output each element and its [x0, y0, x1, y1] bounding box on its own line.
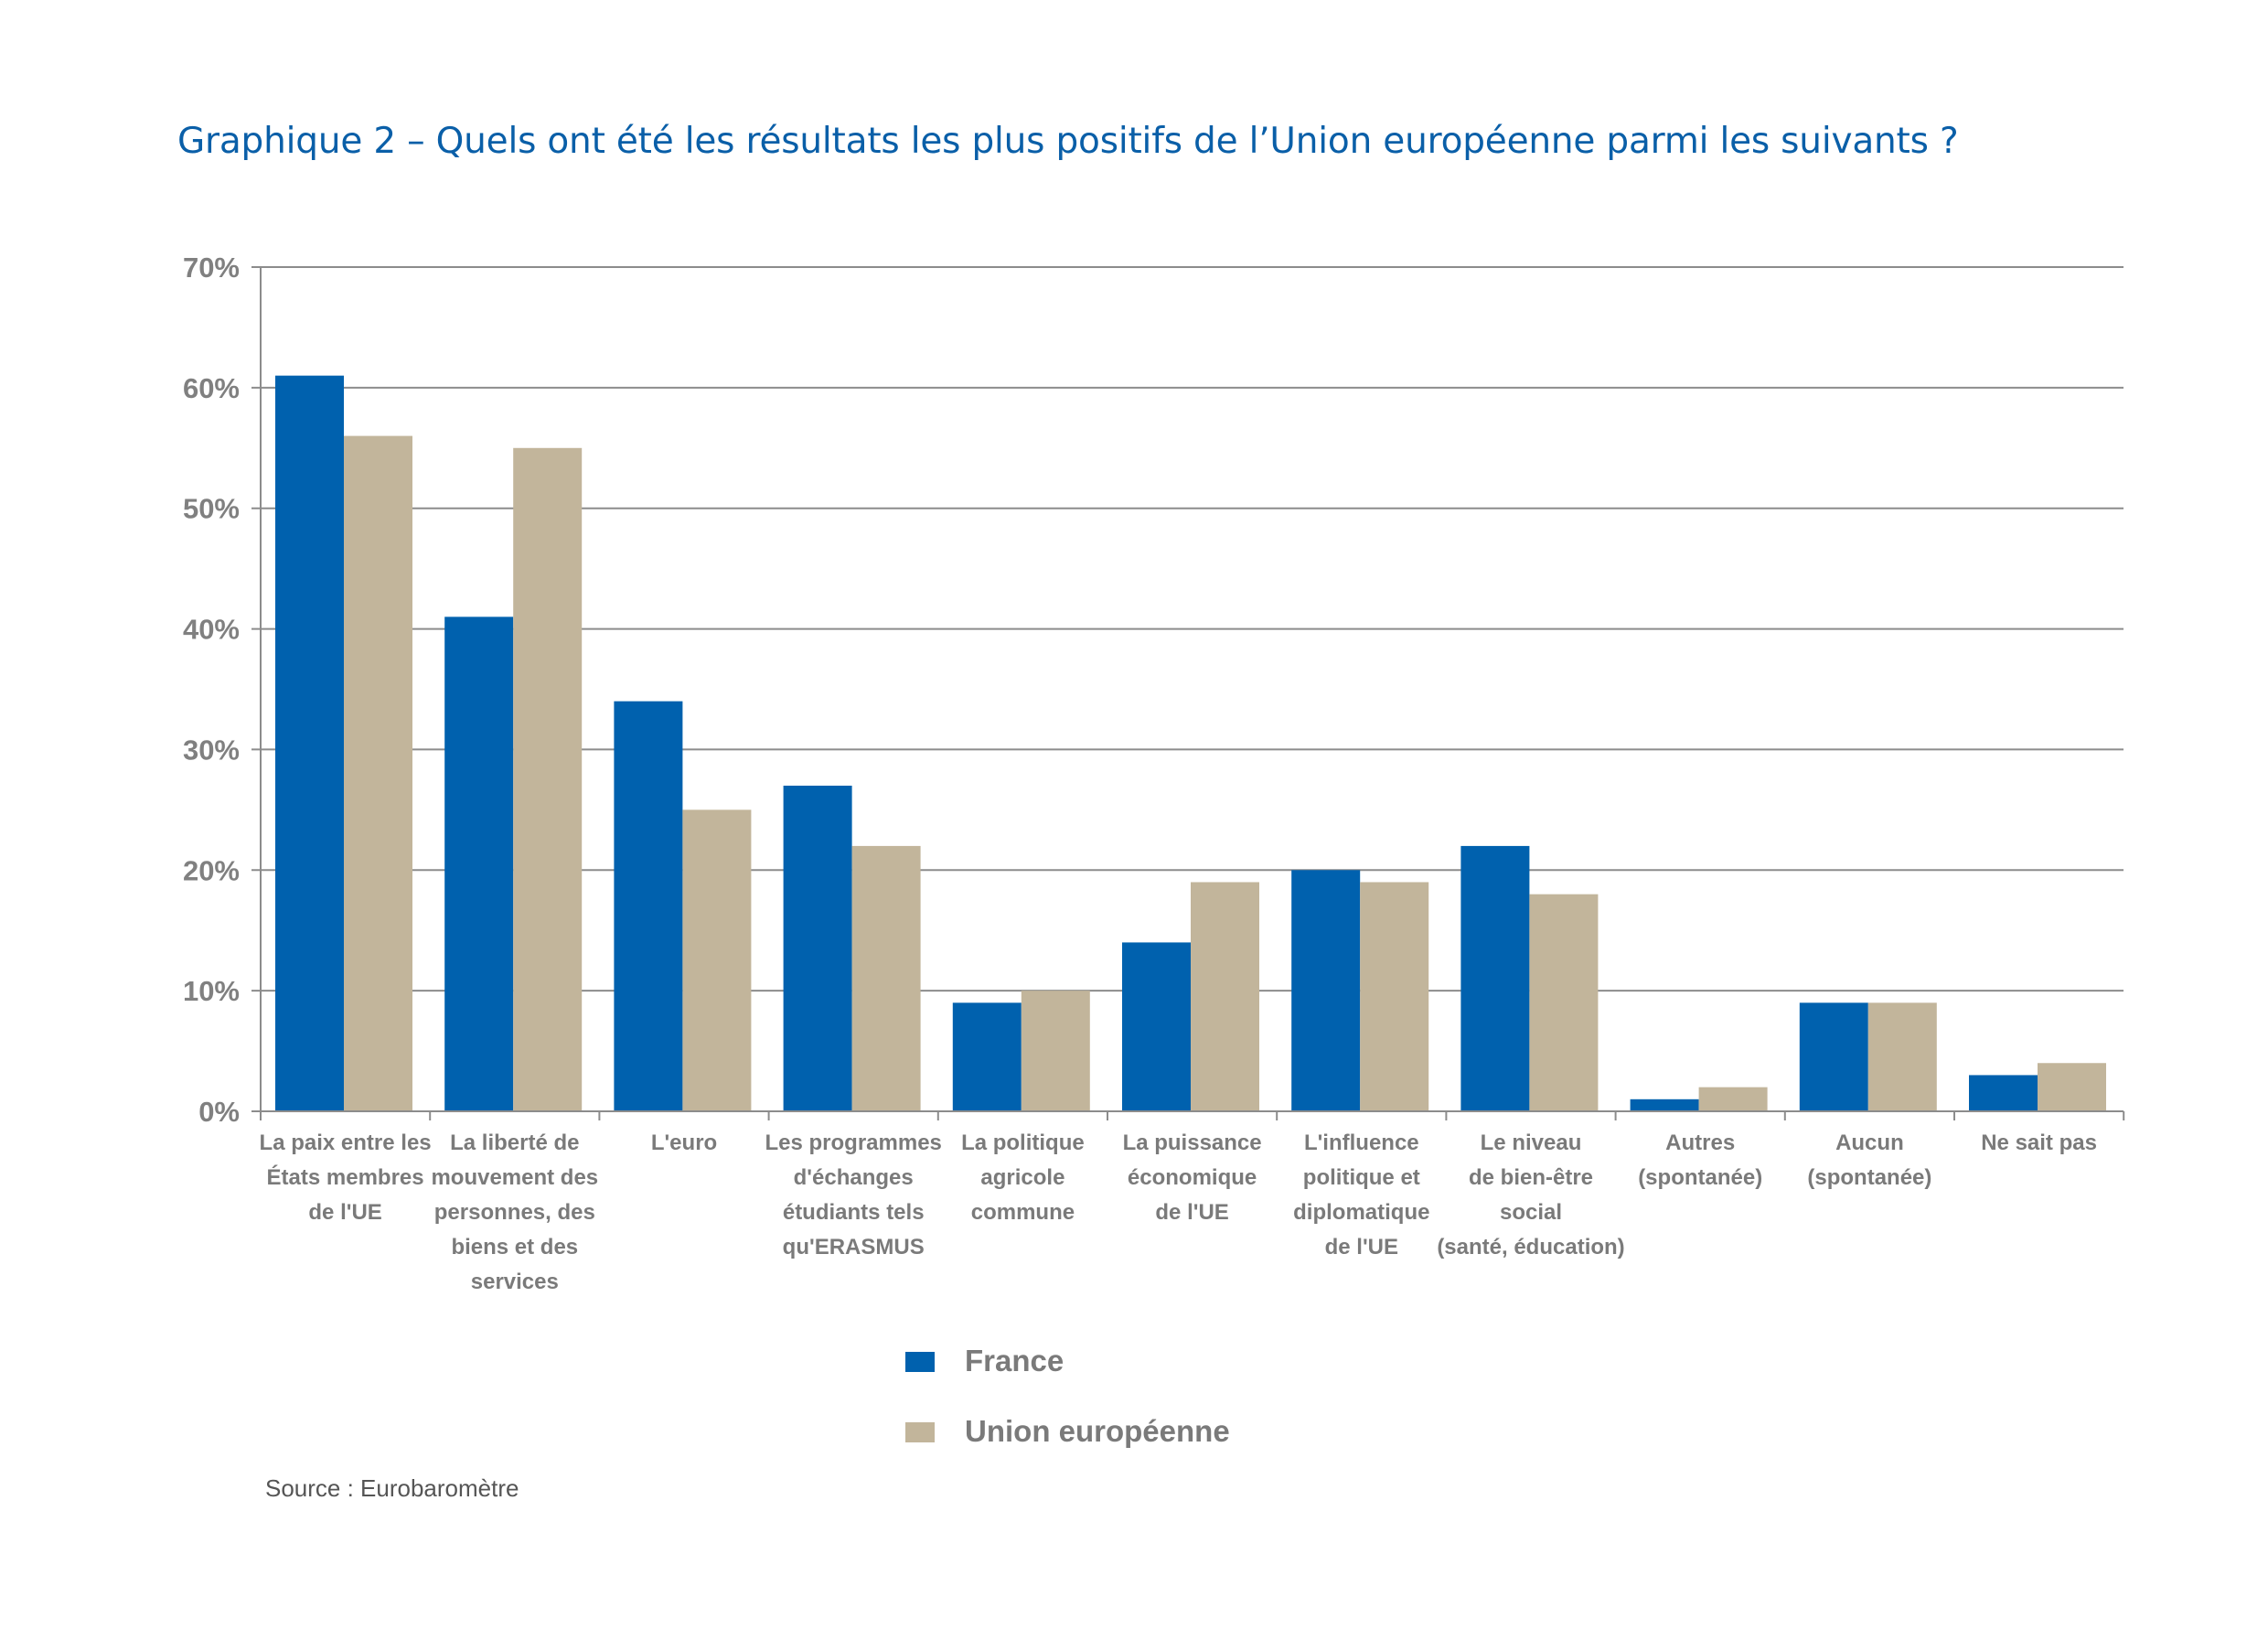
legend: France Union européenne	[905, 1344, 1230, 1448]
bar-ue	[1867, 1002, 1937, 1111]
x-tick-label: Les programmes d'échanges étudiants tels qu…	[765, 1131, 941, 1259]
x-tick-label: La politique agricole commune	[961, 1131, 1085, 1225]
bar-france	[952, 1002, 1022, 1111]
x-tick-label: La liberté de mouvement des personnes, des…	[431, 1131, 598, 1294]
x-axis-labels: La paix entre les États membres de l'UELa …	[260, 1131, 2097, 1294]
legend-label-france: France	[965, 1344, 1064, 1377]
bars	[275, 375, 2106, 1112]
x-tick-label: L'influence politique et diplomatique de l'…	[1293, 1131, 1429, 1259]
legend-swatch-france	[905, 1352, 935, 1372]
bar-ue	[344, 435, 412, 1112]
bar-ue	[1360, 882, 1429, 1111]
y-tick-label: 30%	[183, 734, 240, 766]
bar-ue	[2038, 1063, 2106, 1111]
chart-title: Graphique 2 – Quels ont été les résultat…	[177, 121, 1959, 162]
bar-ue	[1191, 882, 1259, 1111]
source-note: Source : Eurobaromètre	[265, 1474, 519, 1502]
y-tick-label: 40%	[183, 614, 240, 646]
bar-ue	[682, 809, 752, 1111]
x-tick-label: La puissance économique de l'UE	[1123, 1131, 1262, 1225]
bar-ue	[1698, 1087, 1768, 1111]
bar-ue	[1529, 894, 1599, 1111]
y-tick-label: 20%	[183, 854, 240, 886]
y-tick-label: 10%	[183, 975, 240, 1007]
bar-france	[1460, 845, 1530, 1111]
bar-ue	[1021, 991, 1090, 1111]
x-tick-label: Le niveau de bien-être social (santé, éduca…	[1437, 1131, 1624, 1259]
x-tick-label: L'euro	[651, 1131, 717, 1155]
legend-swatch-ue	[905, 1422, 935, 1442]
bar-ue	[513, 447, 583, 1111]
y-axis-ticks: 0% 10% 20% 30% 40% 50% 60% 70%	[183, 252, 240, 1128]
y-tick-label: 50%	[183, 493, 240, 525]
bar-france	[1630, 1099, 1699, 1111]
y-tick-label: 60%	[183, 372, 240, 404]
bar-france	[614, 701, 683, 1111]
bar-ue	[851, 845, 921, 1111]
x-tick-label: Autres (spontanée)	[1638, 1131, 1762, 1190]
bar-france	[1291, 870, 1361, 1111]
x-tick-label: Ne sait pas	[1981, 1131, 2097, 1155]
bar-france	[444, 616, 514, 1111]
y-tick-label: 0%	[198, 1096, 240, 1128]
axes	[251, 267, 2125, 1120]
x-tick-label: La paix entre les États membres de l'UE	[260, 1131, 432, 1225]
bar-france	[1799, 1002, 1868, 1111]
x-tick-label: Aucun (spontanée)	[1807, 1131, 1931, 1190]
y-tick-label: 70%	[183, 252, 240, 284]
bar-france	[1122, 942, 1191, 1111]
bar-france	[783, 785, 852, 1111]
legend-label-ue: Union européenne	[965, 1414, 1230, 1448]
bar-france	[275, 375, 344, 1112]
bar-france	[1969, 1075, 2038, 1111]
